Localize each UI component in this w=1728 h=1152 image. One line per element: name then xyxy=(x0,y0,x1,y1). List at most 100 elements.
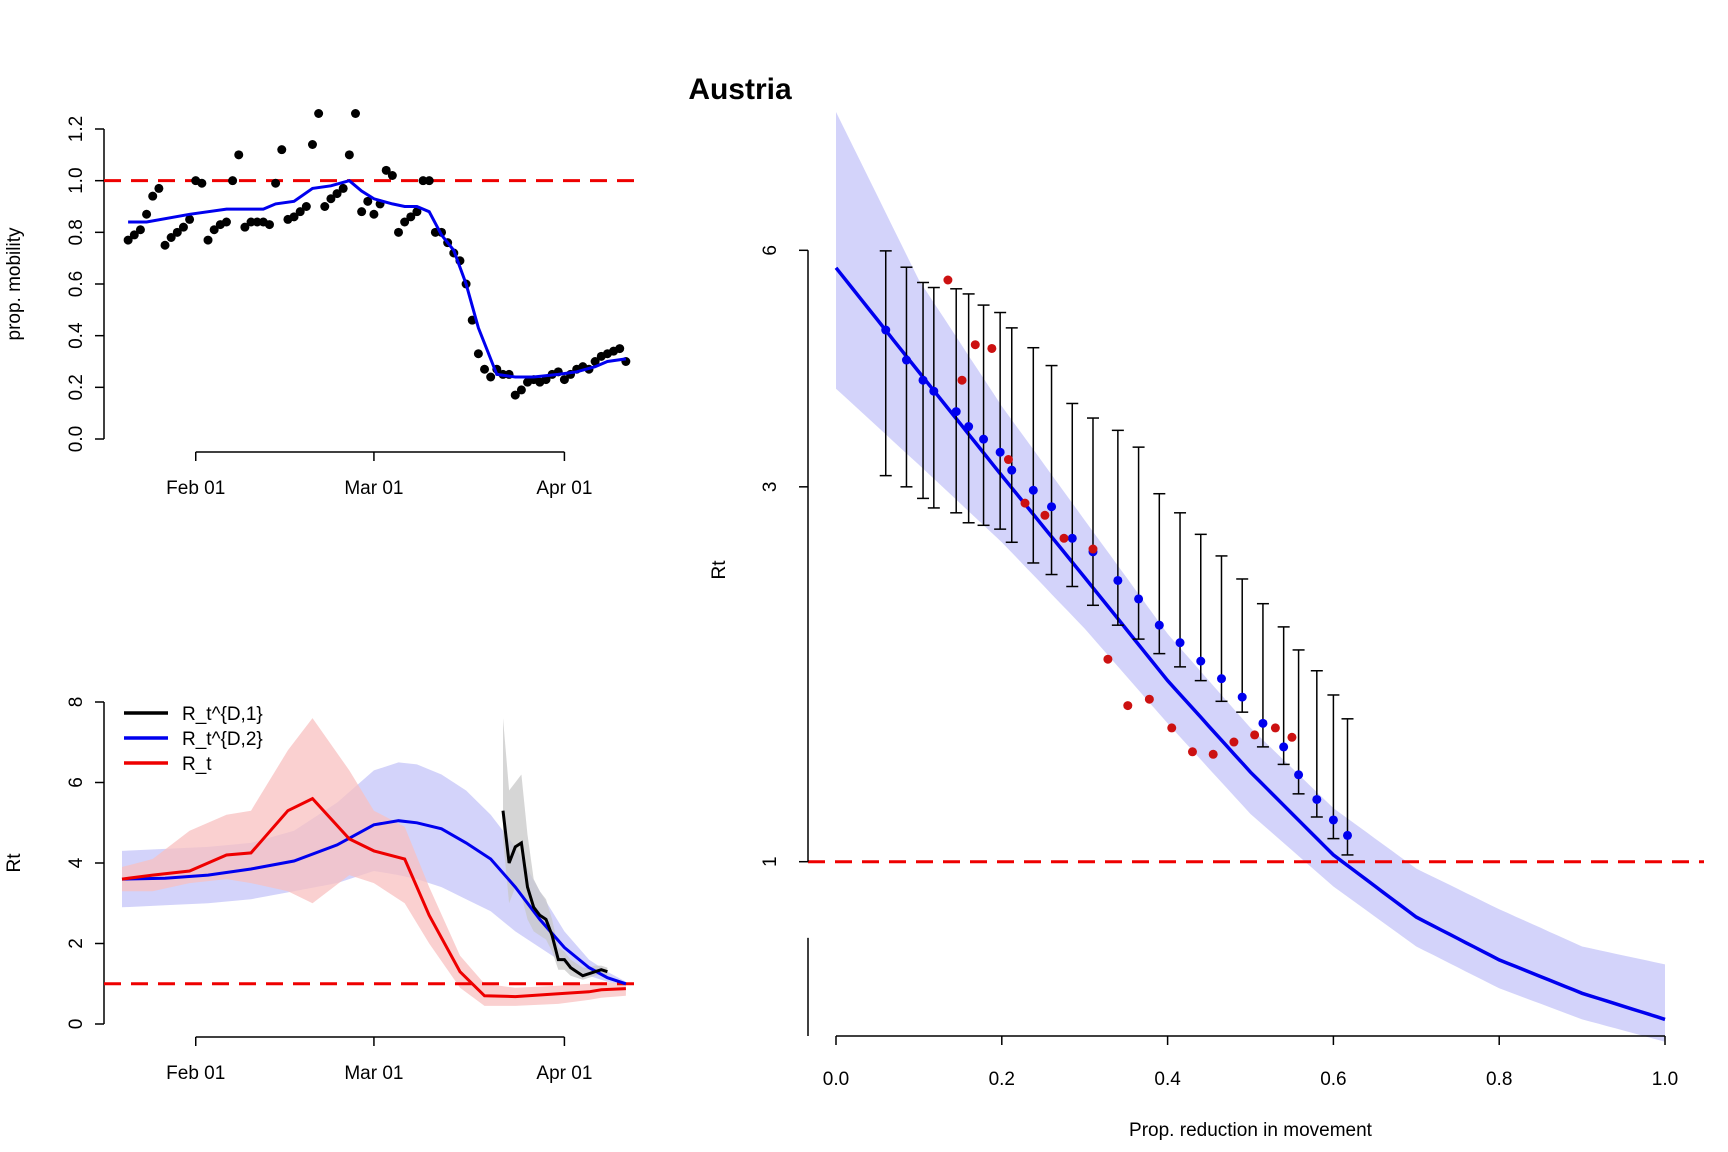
x-tick-label: 0.0 xyxy=(823,1069,849,1090)
series-line-2 xyxy=(121,796,626,999)
observed-point xyxy=(1088,544,1098,554)
mobility-point xyxy=(123,235,133,245)
mobility-point xyxy=(590,357,600,366)
y-tick-label: 8 xyxy=(66,697,87,708)
legend-label: R_t xyxy=(182,754,212,775)
mobility-point xyxy=(338,183,348,193)
observed-point xyxy=(987,343,997,353)
estimate-point xyxy=(1216,674,1226,684)
x-tick-label: Feb 01 xyxy=(166,1063,225,1084)
y-tick-label: 0.4 xyxy=(66,322,87,349)
y-tick-label: 0.8 xyxy=(66,219,87,245)
x-tick-label: Apr 01 xyxy=(536,1063,592,1084)
observed-point xyxy=(1059,533,1069,543)
y-tick-label: 2 xyxy=(66,938,87,949)
y-tick-label: 4 xyxy=(66,857,87,868)
mobility-panel: 0.0 0.2 0.4 0.6 0.8 1.0 1.2 prop. mobility Feb 0… xyxy=(4,109,644,499)
mobility-point xyxy=(154,183,164,193)
estimate-point xyxy=(964,422,974,432)
mobility-point xyxy=(314,109,324,118)
estimate-point xyxy=(1047,502,1057,512)
series-line-0 xyxy=(501,810,608,978)
x-tick-label: Feb 01 xyxy=(166,478,225,499)
mobility-point xyxy=(344,150,354,160)
y-axis-label: Rt xyxy=(4,853,25,873)
rt-vs-reduction-panel: 1 3 6 Rt 0.0 0.2 0.4 0.6 0.8 1.0 Prop. reduction i… xyxy=(709,112,1704,1141)
observed-point xyxy=(1208,749,1218,759)
legend-label: R_t^{D,1} xyxy=(182,704,263,725)
estimate-point xyxy=(1312,794,1322,804)
estimate-point xyxy=(1294,770,1304,780)
mobility-point xyxy=(209,225,219,235)
observed-point xyxy=(1103,654,1113,664)
mobility-point xyxy=(486,372,496,382)
observed-point xyxy=(1187,747,1197,757)
mobility-point xyxy=(264,220,274,230)
mobility-point xyxy=(185,214,195,224)
x-axis-label: Prop. reduction in movement xyxy=(1129,1120,1373,1141)
mobility-point xyxy=(412,207,422,217)
mobility-point xyxy=(277,145,287,155)
observed-point xyxy=(1040,510,1050,520)
mobility-point xyxy=(615,344,625,354)
mobility-point xyxy=(203,235,213,245)
mobility-point xyxy=(221,217,231,227)
mobility-point xyxy=(363,196,373,206)
estimate-point xyxy=(1258,718,1268,728)
observed-point xyxy=(1144,694,1154,704)
mobility-point xyxy=(129,230,139,240)
mobility-point xyxy=(394,227,404,237)
y-tick-label: 3 xyxy=(760,482,781,493)
estimate-point xyxy=(1113,575,1123,585)
y-tick-label: 1.2 xyxy=(66,116,87,142)
x-tick-label: 0.2 xyxy=(989,1069,1015,1090)
mobility-point xyxy=(289,212,299,222)
y-tick-label: 6 xyxy=(66,777,87,788)
mobility-point xyxy=(160,240,170,250)
mobility-point xyxy=(350,109,360,118)
estimate-point xyxy=(1007,465,1017,475)
mobility-point xyxy=(178,222,188,232)
rt-timeseries-panel: 0 2 4 6 8 Rt Feb 01 Mar 01 Apr 01 R_t^{D,1} R_t^{D… xyxy=(4,697,644,1084)
estimate-point xyxy=(1134,594,1144,604)
x-tick-label: 1.0 xyxy=(1652,1069,1678,1090)
mobility-point xyxy=(197,178,207,188)
x-tick-label: 0.6 xyxy=(1320,1069,1346,1090)
y-tick-label: 0.2 xyxy=(66,374,87,400)
estimate-point xyxy=(951,407,961,417)
y-tick-label: 6 xyxy=(760,245,781,256)
estimate-point xyxy=(929,386,939,396)
estimate-point xyxy=(1067,533,1077,543)
mobility-point xyxy=(166,233,176,242)
confidence-band-0 xyxy=(503,718,608,980)
y-tick-label: 0.0 xyxy=(66,426,87,452)
estimate-point xyxy=(901,355,911,365)
observed-point xyxy=(1167,723,1177,733)
observed-point xyxy=(1287,732,1297,742)
estimate-point xyxy=(1279,742,1289,752)
mobility-point xyxy=(400,217,410,227)
estimate-point xyxy=(881,325,891,335)
mobility-point xyxy=(357,207,367,217)
observed-point xyxy=(1003,455,1013,465)
observed-point xyxy=(1270,723,1280,733)
mobility-point xyxy=(320,202,330,211)
observed-point xyxy=(957,375,967,385)
observed-point xyxy=(1123,701,1133,711)
legend-label: R_t^{D,2} xyxy=(182,729,263,750)
mobility-point xyxy=(172,227,182,237)
y-tick-label: 1.0 xyxy=(66,167,87,193)
mobility-point xyxy=(559,375,569,385)
mobility-point xyxy=(480,364,490,374)
mobility-point xyxy=(387,171,397,180)
y-tick-label: 1 xyxy=(760,856,781,867)
figure-title: Austria xyxy=(688,73,792,106)
estimate-point xyxy=(1028,485,1038,495)
x-tick-label: Mar 01 xyxy=(344,1063,403,1084)
mobility-point xyxy=(234,150,244,160)
mobility-point xyxy=(295,207,305,217)
mobility-point xyxy=(148,191,158,201)
fit-confidence-band xyxy=(836,112,1665,1042)
y-tick-label: 0 xyxy=(66,1019,87,1030)
